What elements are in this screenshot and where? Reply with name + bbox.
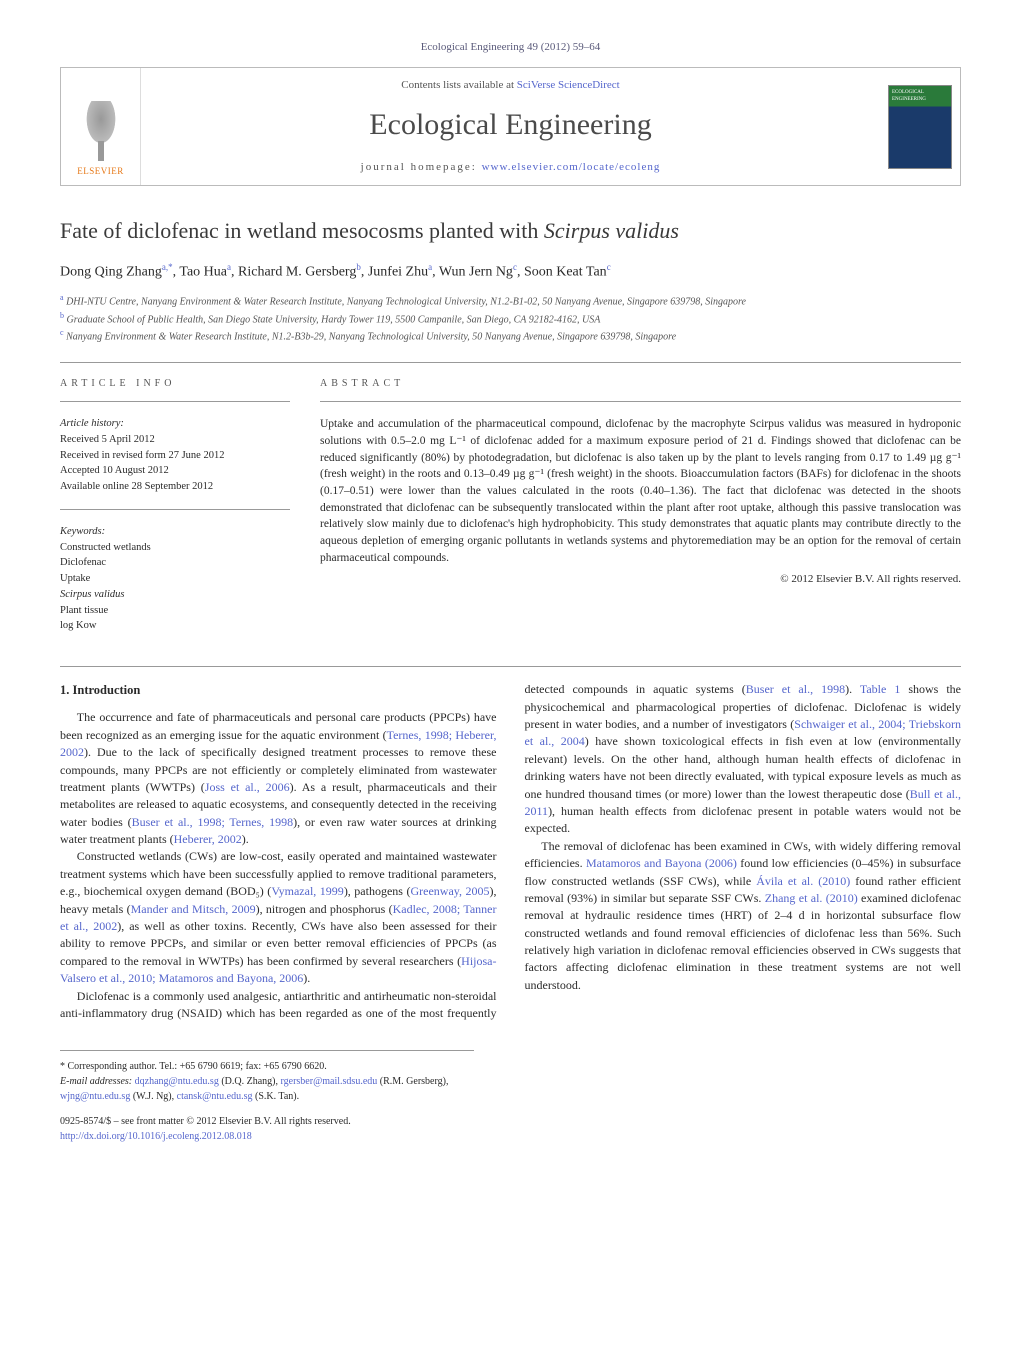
issn-line: 0925-8574/$ – see front matter © 2012 El… — [60, 1114, 961, 1129]
emails-label: E-mail addresses: — [60, 1076, 135, 1087]
body-paragraph: The occurrence and fate of pharmaceutica… — [60, 709, 497, 848]
journal-header: ELSEVIER Contents lists available at Sci… — [60, 67, 961, 186]
keyword: Constructed wetlands — [60, 540, 290, 556]
citation-link[interactable]: Mander and Mitsch, 2009 — [131, 902, 256, 916]
email-link[interactable]: wjng@ntu.edu.sg — [60, 1091, 130, 1102]
doi-block: 0925-8574/$ – see front matter © 2012 El… — [60, 1114, 961, 1144]
abstract-column: ABSTRACT Uptake and accumulation of the … — [320, 377, 961, 648]
abstract-copyright: © 2012 Elsevier B.V. All rights reserved… — [320, 572, 961, 587]
rule-abstract — [320, 401, 961, 402]
rule-info-2 — [60, 509, 290, 510]
article-info-column: ARTICLE INFO Article history: Received 5… — [60, 377, 290, 648]
table-ref-link[interactable]: Table 1 — [860, 682, 900, 696]
journal-reference: Ecological Engineering 49 (2012) 59–64 — [60, 40, 961, 55]
info-abstract-row: ARTICLE INFO Article history: Received 5… — [60, 377, 961, 648]
article-info-heading: ARTICLE INFO — [60, 377, 290, 391]
doi-link[interactable]: http://dx.doi.org/10.1016/j.ecoleng.2012… — [60, 1131, 252, 1142]
journal-cover-cell: ECOLOGICAL ENGINEERING — [880, 68, 960, 185]
email-link[interactable]: rgersber@mail.sdsu.edu — [280, 1076, 377, 1087]
journal-cover-thumbnail: ECOLOGICAL ENGINEERING — [888, 85, 952, 169]
homepage-line: journal homepage: www.elsevier.com/locat… — [151, 160, 870, 175]
sciencedirect-link[interactable]: SciVerse ScienceDirect — [517, 79, 620, 91]
citation-link[interactable]: Ávila et al. (2010) — [756, 874, 850, 888]
journal-header-center: Contents lists available at SciVerse Sci… — [141, 68, 880, 185]
article-title: Fate of diclofenac in wetland mesocosms … — [60, 216, 961, 247]
history-line: Received in revised form 27 June 2012 — [60, 448, 290, 464]
journal-name: Ecological Engineering — [151, 104, 870, 146]
keywords-block: Keywords: Constructed wetlands Diclofena… — [60, 524, 290, 634]
title-species: Scirpus validus — [544, 218, 679, 243]
abstract-heading: ABSTRACT — [320, 377, 961, 391]
keyword: Diclofenac — [60, 555, 290, 571]
citation-link[interactable]: Greenway, 2005 — [410, 884, 489, 898]
history-line: Accepted 10 August 2012 — [60, 463, 290, 479]
contents-available-line: Contents lists available at SciVerse Sci… — [151, 78, 870, 93]
body-paragraph: Constructed wetlands (CWs) are low-cost,… — [60, 848, 497, 987]
author-list: Dong Qing Zhanga,*, Tao Huaa, Richard M.… — [60, 261, 961, 282]
email-link[interactable]: dqzhang@ntu.edu.sg — [135, 1076, 219, 1087]
citation-link[interactable]: Vymazal, 1999 — [271, 884, 344, 898]
rule-info-1 — [60, 401, 290, 402]
corresponding-author: * Corresponding author. Tel.: +65 6790 6… — [60, 1059, 474, 1074]
homepage-link[interactable]: www.elsevier.com/locate/ecoleng — [482, 161, 661, 173]
publisher-logo-cell: ELSEVIER — [61, 68, 141, 185]
body-paragraph: The removal of diclofenac has been exami… — [525, 838, 962, 995]
citation-link[interactable]: Buser et al., 1998 — [746, 682, 845, 696]
publisher-name: ELSEVIER — [77, 165, 124, 178]
contents-prefix: Contents lists available at — [401, 79, 516, 91]
elsevier-tree-icon — [76, 101, 126, 161]
email-link[interactable]: ctansk@ntu.edu.sg — [177, 1091, 253, 1102]
citation-link[interactable]: Matamoros and Bayona (2006) — [586, 856, 737, 870]
homepage-prefix: journal homepage: — [361, 161, 482, 173]
citation-link[interactable]: Heberer, 2002 — [174, 832, 242, 846]
keyword: Uptake — [60, 571, 290, 587]
body-columns: 1. Introduction The occurrence and fate … — [60, 681, 961, 1022]
citation-link[interactable]: Zhang et al. (2010) — [765, 891, 858, 905]
email-addresses: E-mail addresses: dqzhang@ntu.edu.sg (D.… — [60, 1074, 474, 1104]
history-label: Article history: — [60, 416, 290, 432]
keyword: Plant tissue — [60, 603, 290, 619]
history-line: Available online 28 September 2012 — [60, 479, 290, 495]
corresponding-author-footer: * Corresponding author. Tel.: +65 6790 6… — [60, 1050, 474, 1104]
rule-top — [60, 362, 961, 363]
section-heading: 1. Introduction — [60, 681, 497, 699]
citation-link[interactable]: Joss et al., 2006 — [205, 780, 290, 794]
history-line: Received 5 April 2012 — [60, 432, 290, 448]
keywords-label: Keywords: — [60, 524, 290, 540]
citation-link[interactable]: Buser et al., 1998; Ternes, 1998 — [132, 815, 293, 829]
affiliations: a DHI-NTU Centre, Nanyang Environment & … — [60, 292, 961, 344]
article-history: Article history: Received 5 April 2012 R… — [60, 416, 290, 495]
abstract-text: Uptake and accumulation of the pharmaceu… — [320, 416, 961, 566]
rule-bottom — [60, 666, 961, 667]
keyword: log Kow — [60, 618, 290, 634]
keyword: Scirpus validus — [60, 587, 290, 603]
title-text: Fate of diclofenac in wetland mesocosms … — [60, 218, 544, 243]
